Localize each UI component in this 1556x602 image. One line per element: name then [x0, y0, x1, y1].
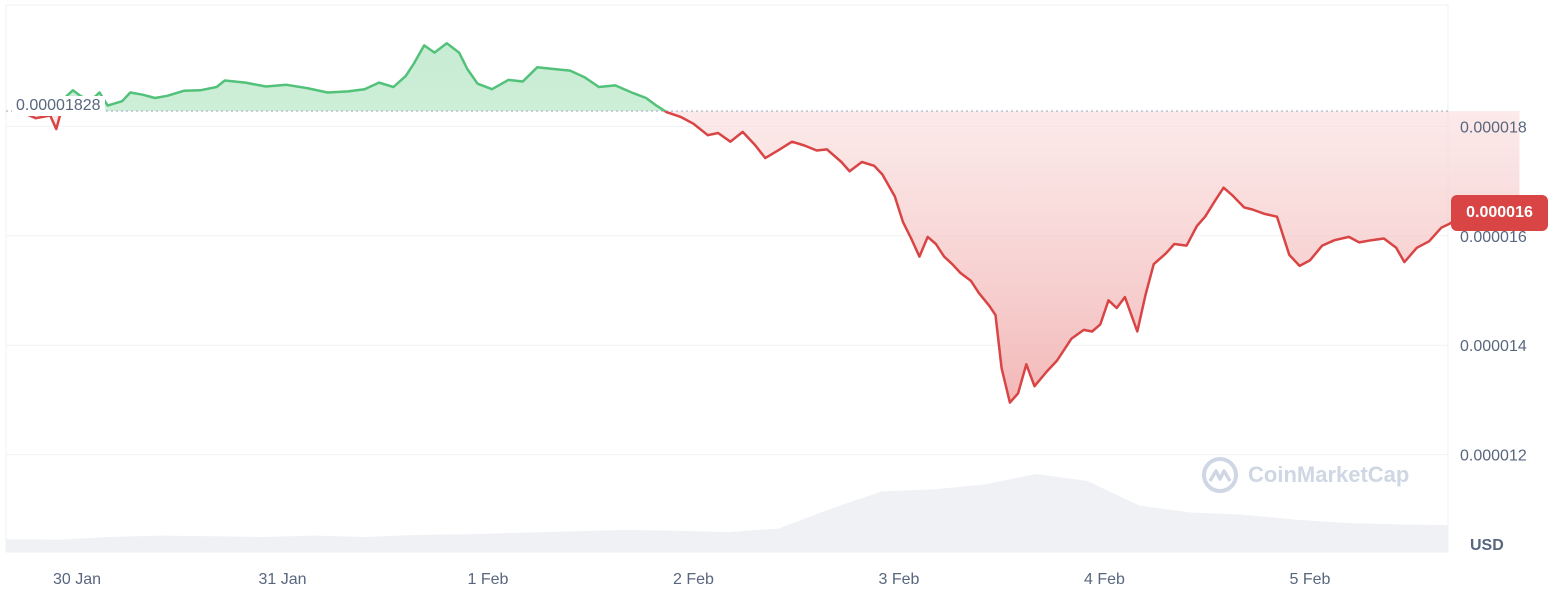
x-tick-label: 5 Feb: [1290, 571, 1331, 588]
y-tick-label: 0.000012: [1460, 448, 1527, 465]
currency-label: USD: [1470, 537, 1504, 554]
brand-watermark: CoinMarketCap: [1200, 455, 1409, 495]
x-tick-label: 31 Jan: [258, 571, 306, 588]
price-line-up: [19, 42, 668, 112]
current-price-badge: 0.000016: [1451, 195, 1548, 231]
y-axis: 0.000018 0.000016 0.000014 0.000012: [1460, 119, 1527, 464]
area-above-reference: [61, 43, 665, 112]
volume-shape: [6, 474, 1448, 552]
x-tick-label: 30 Jan: [53, 571, 101, 588]
x-tick-label: 2 Feb: [673, 571, 714, 588]
y-tick-label: 0.000018: [1460, 119, 1527, 136]
price-line: [18, 42, 1520, 404]
y-tick-label: 0.000016: [1460, 229, 1527, 246]
x-tick-label: 1 Feb: [468, 571, 509, 588]
x-tick-label: 3 Feb: [879, 571, 920, 588]
y-tick-label: 0.000014: [1460, 338, 1527, 355]
x-axis: 30 Jan 31 Jan 1 Feb 2 Feb 3 Feb 4 Feb 5 Feb: [53, 571, 1331, 588]
reference-price-label: 0.00001828: [12, 96, 105, 116]
brand-name: CoinMarketCap: [1248, 462, 1410, 487]
area-below-reference: [19, 111, 1520, 403]
x-tick-label: 4 Feb: [1084, 571, 1125, 588]
volume-area: [6, 474, 1448, 552]
price-line-down: [18, 111, 1520, 404]
price-area: [19, 43, 1520, 403]
coinmarketcap-logo-icon: [1202, 457, 1238, 493]
